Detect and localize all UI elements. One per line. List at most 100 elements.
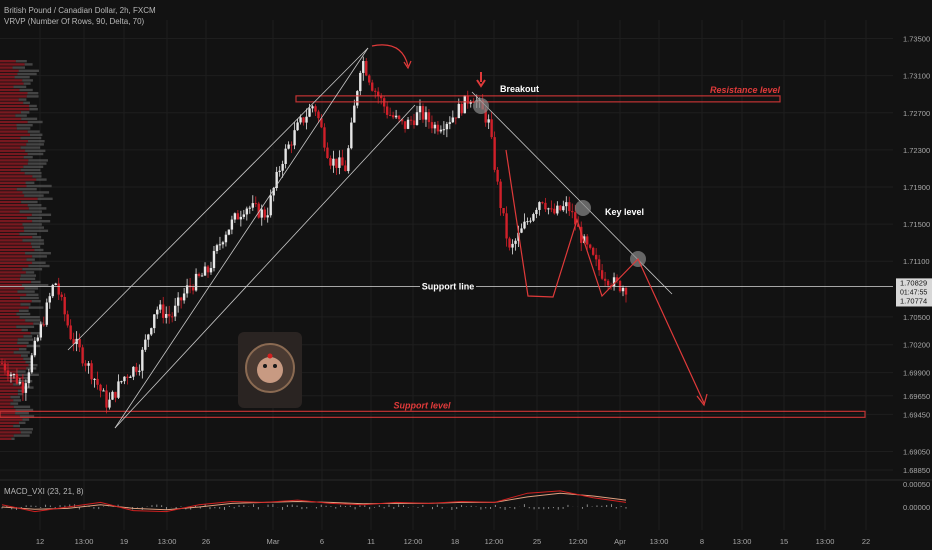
volume-bar-up xyxy=(18,309,29,312)
volume-bar-down xyxy=(0,124,17,127)
volume-bar-down xyxy=(0,213,32,216)
volume-bar-up xyxy=(24,287,39,290)
volume-bar-up xyxy=(26,95,39,98)
volume-bar-up xyxy=(19,316,40,319)
volume-bar-up xyxy=(20,274,37,277)
channel-line xyxy=(67,47,369,351)
volume-bar-up xyxy=(17,290,35,293)
macd-y-tick: 0.00050 xyxy=(903,480,930,489)
x-tick-label: 12:00 xyxy=(404,537,423,546)
chart-legend[interactable]: British Pound / Canadian Dollar, 2h, FXC… xyxy=(4,5,156,27)
support-label: Support level xyxy=(393,400,451,410)
candle-body xyxy=(33,340,37,356)
candle-body xyxy=(42,324,45,326)
volume-bar-down xyxy=(0,79,23,82)
volume-bar-down xyxy=(0,194,25,197)
candle-body xyxy=(69,325,72,340)
candle-body xyxy=(442,129,446,131)
candle-body xyxy=(403,121,407,129)
volume-bar-down xyxy=(0,408,16,412)
candle-body xyxy=(102,390,105,392)
candle-body xyxy=(230,219,234,230)
volume-bar-up xyxy=(25,319,41,322)
x-tick-label: 18 xyxy=(451,537,459,546)
candle-body xyxy=(9,374,13,377)
volume-bar-down xyxy=(0,424,14,428)
volume-bar-up xyxy=(12,66,26,69)
price-axis-bg xyxy=(893,0,932,550)
volume-bar-up xyxy=(25,360,33,364)
candle-body xyxy=(391,115,395,118)
volume-bar-up xyxy=(13,405,31,408)
volume-bar-down xyxy=(0,434,14,437)
volume-bar-down xyxy=(0,335,24,338)
volume-bar-down xyxy=(0,104,30,108)
candle-body xyxy=(502,207,505,214)
volume-bar-down xyxy=(0,197,38,200)
volume-bar-down xyxy=(0,130,28,133)
volume-bar-up xyxy=(17,72,37,76)
volume-bar-down xyxy=(0,316,20,319)
candle-body xyxy=(341,157,344,166)
candle-body xyxy=(320,118,323,128)
candle-body xyxy=(353,105,356,123)
volume-bar-up xyxy=(27,120,43,124)
candle-body xyxy=(96,378,99,385)
candle-body xyxy=(39,324,43,338)
volume-bar-up xyxy=(32,261,46,264)
macd-pane[interactable]: MACD_VXI (23, 21, 8) 0.00050 0.00000 xyxy=(0,479,932,513)
volume-bar-down xyxy=(0,300,32,303)
current-price-label: 1.70829 xyxy=(900,278,927,287)
volume-bar-up xyxy=(33,322,44,325)
candle-body xyxy=(526,221,529,223)
volume-bar-down xyxy=(0,354,21,357)
volume-bar-up xyxy=(21,328,28,332)
candle-body xyxy=(547,208,550,210)
candle-body xyxy=(394,115,398,118)
candle-body xyxy=(335,158,338,168)
candle-body xyxy=(185,285,189,294)
candle-body xyxy=(359,72,362,92)
candle-body xyxy=(159,304,162,310)
candle-body xyxy=(281,163,284,171)
current-price-box xyxy=(896,278,932,297)
candle-body xyxy=(514,240,517,244)
volume-bar-down xyxy=(0,133,31,136)
candle-body xyxy=(305,116,308,123)
candle-body xyxy=(132,366,135,377)
volume-bar-up xyxy=(20,303,31,306)
price-axis[interactable]: 1.73500 1.73100 1.72700 1.72300 1.71900 1.715… xyxy=(893,0,932,550)
volume-bar-up xyxy=(25,149,46,152)
candle-body xyxy=(221,242,225,245)
x-tick-label: 13:00 xyxy=(816,537,835,546)
candle-body xyxy=(257,203,260,218)
volume-bar-up xyxy=(22,418,30,421)
volume-bar-up xyxy=(22,191,50,194)
volume-bar-down xyxy=(0,264,29,268)
candle-body xyxy=(138,370,141,372)
candle-body xyxy=(242,214,246,217)
volume-bar-up xyxy=(27,92,39,95)
low-price-box xyxy=(896,295,932,307)
candle-body xyxy=(191,287,195,291)
time-axis[interactable]: 12 13:00 19 13:00 26 Mar 6 11 12:00 18 12:00 25 12:0… xyxy=(0,532,932,550)
volume-bar-down xyxy=(0,82,24,85)
candle-body xyxy=(591,247,595,255)
volume-bar-down xyxy=(0,76,15,79)
candle-body xyxy=(600,270,604,279)
candle-body xyxy=(93,378,96,380)
countdown-label: 01:47:55 xyxy=(900,289,927,296)
volume-bar-up xyxy=(20,354,28,357)
volume-bar-up xyxy=(19,88,33,92)
candle-body xyxy=(496,169,499,182)
candle-body xyxy=(254,203,257,205)
candle-body xyxy=(487,119,490,123)
candle-body xyxy=(266,215,269,218)
candle-body xyxy=(574,212,577,225)
volume-bar-up xyxy=(13,351,30,354)
volume-bar-down xyxy=(0,344,27,348)
candle-body xyxy=(565,202,568,207)
volume-bar-down xyxy=(0,63,25,66)
candle-body xyxy=(350,122,353,149)
